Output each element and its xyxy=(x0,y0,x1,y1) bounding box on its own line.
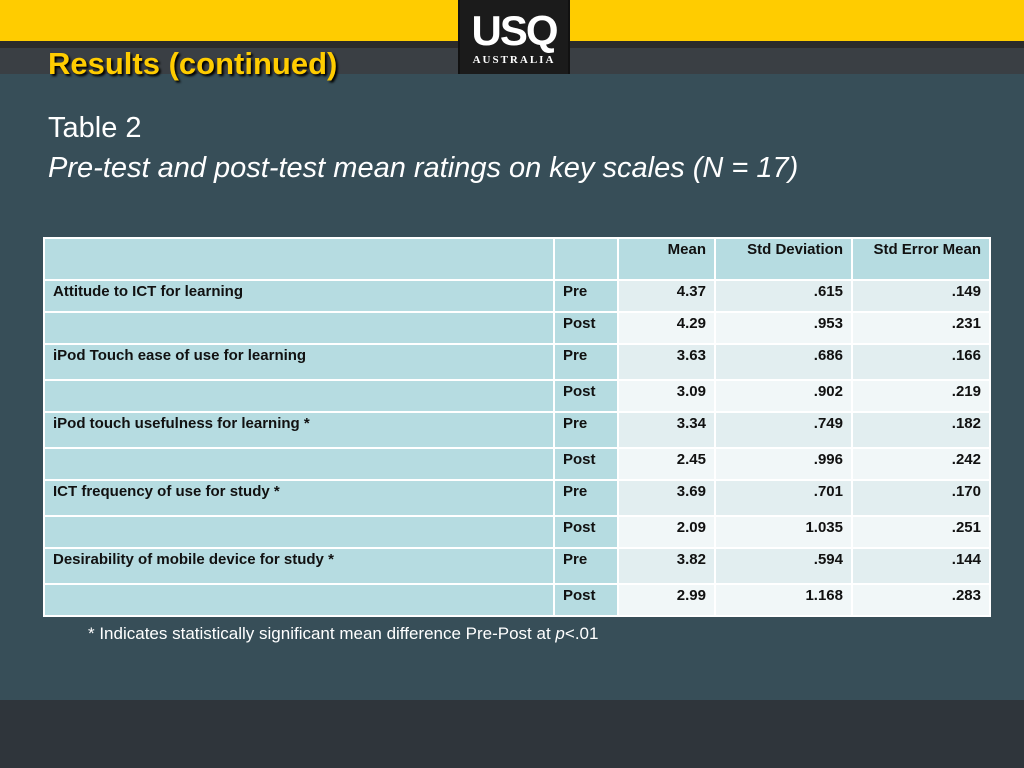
table-row: Post 2.09 1.035 .251 xyxy=(43,515,991,549)
footnote-p-value: <.01 xyxy=(564,624,599,643)
phase-cell: Pre xyxy=(553,411,619,449)
column-header-mean: Mean xyxy=(617,237,716,281)
phase-cell: Post xyxy=(553,583,619,617)
column-header-std-error-mean: Std Error Mean xyxy=(851,237,991,281)
phase-cell: Post xyxy=(553,515,619,549)
phase-cell: Pre xyxy=(553,547,619,585)
slide-title: Results (continued) xyxy=(48,46,338,81)
scale-name-cell: iPod touch usefulness for learning * xyxy=(43,411,555,449)
phase-cell: Post xyxy=(553,311,619,345)
scale-name-cell xyxy=(43,447,555,481)
mean-cell: 2.45 xyxy=(617,447,716,481)
phase-cell: Pre xyxy=(553,343,619,381)
mean-cell: 3.82 xyxy=(617,547,716,585)
mean-cell: 3.34 xyxy=(617,411,716,449)
logo-main-text: USQ xyxy=(471,7,558,54)
std-error-cell: .242 xyxy=(851,447,991,481)
std-error-cell: .166 xyxy=(851,343,991,381)
std-deviation-cell: .996 xyxy=(714,447,853,481)
mean-cell: 2.99 xyxy=(617,583,716,617)
results-table: Mean Std Deviation Std Error Mean Attitu… xyxy=(43,237,991,617)
column-header-phase xyxy=(553,237,619,281)
std-deviation-cell: .594 xyxy=(714,547,853,585)
std-deviation-cell: .701 xyxy=(714,479,853,517)
footnote-text: * Indicates statistically significant me… xyxy=(88,624,556,643)
std-deviation-cell: .902 xyxy=(714,379,853,413)
std-error-cell: .182 xyxy=(851,411,991,449)
std-deviation-cell: .686 xyxy=(714,343,853,381)
table-caption: Pre-test and post-test mean ratings on k… xyxy=(48,152,799,184)
scale-name-cell xyxy=(43,311,555,345)
phase-cell: Pre xyxy=(553,479,619,517)
std-deviation-cell: .953 xyxy=(714,311,853,345)
table-row: Desirability of mobile device for study … xyxy=(43,547,991,585)
significance-footnote: * Indicates statistically significant me… xyxy=(88,624,598,644)
column-header-scale xyxy=(43,237,555,281)
std-deviation-cell: .749 xyxy=(714,411,853,449)
std-error-cell: .219 xyxy=(851,379,991,413)
table-row: ICT frequency of use for study * Pre 3.6… xyxy=(43,479,991,517)
footnote-p-symbol: p xyxy=(555,624,565,643)
table-row: Post 3.09 .902 .219 xyxy=(43,379,991,413)
phase-cell: Post xyxy=(553,379,619,413)
scale-name-cell xyxy=(43,379,555,413)
mean-cell: 2.09 xyxy=(617,515,716,549)
column-header-std-deviation: Std Deviation xyxy=(714,237,853,281)
mean-cell: 3.69 xyxy=(617,479,716,517)
std-error-cell: .283 xyxy=(851,583,991,617)
logo-sub-text: AUSTRALIA xyxy=(472,54,556,66)
scale-name-cell xyxy=(43,515,555,549)
std-deviation-cell: 1.168 xyxy=(714,583,853,617)
mean-cell: 4.37 xyxy=(617,279,716,313)
std-error-cell: .231 xyxy=(851,311,991,345)
scale-name-cell: Attitude to ICT for learning xyxy=(43,279,555,313)
table-row: iPod Touch ease of use for learning Pre … xyxy=(43,343,991,381)
table-row: Post 4.29 .953 .231 xyxy=(43,311,991,345)
mean-cell: 3.63 xyxy=(617,343,716,381)
std-error-cell: .144 xyxy=(851,547,991,585)
table-row: Attitude to ICT for learning Pre 4.37 .6… xyxy=(43,279,991,313)
std-error-cell: .149 xyxy=(851,279,991,313)
scale-name-cell: iPod Touch ease of use for learning xyxy=(43,343,555,381)
std-deviation-cell: .615 xyxy=(714,279,853,313)
table-row: Post 2.45 .996 .242 xyxy=(43,447,991,481)
table-label: Table 2 xyxy=(48,112,142,144)
std-deviation-cell: 1.035 xyxy=(714,515,853,549)
bottom-band xyxy=(0,700,1024,768)
phase-cell: Pre xyxy=(553,279,619,313)
table-row: Post 2.99 1.168 .283 xyxy=(43,583,991,617)
mean-cell: 3.09 xyxy=(617,379,716,413)
table-row: iPod touch usefulness for learning * Pre… xyxy=(43,411,991,449)
mean-cell: 4.29 xyxy=(617,311,716,345)
scale-name-cell: ICT frequency of use for study * xyxy=(43,479,555,517)
std-error-cell: .170 xyxy=(851,479,991,517)
usq-logo: USQ AUSTRALIA xyxy=(458,0,570,74)
results-table-container: Mean Std Deviation Std Error Mean Attitu… xyxy=(43,237,991,617)
scale-name-cell: Desirability of mobile device for study … xyxy=(43,547,555,585)
phase-cell: Post xyxy=(553,447,619,481)
std-error-cell: .251 xyxy=(851,515,991,549)
table-header-row: Mean Std Deviation Std Error Mean xyxy=(43,237,991,281)
scale-name-cell xyxy=(43,583,555,617)
